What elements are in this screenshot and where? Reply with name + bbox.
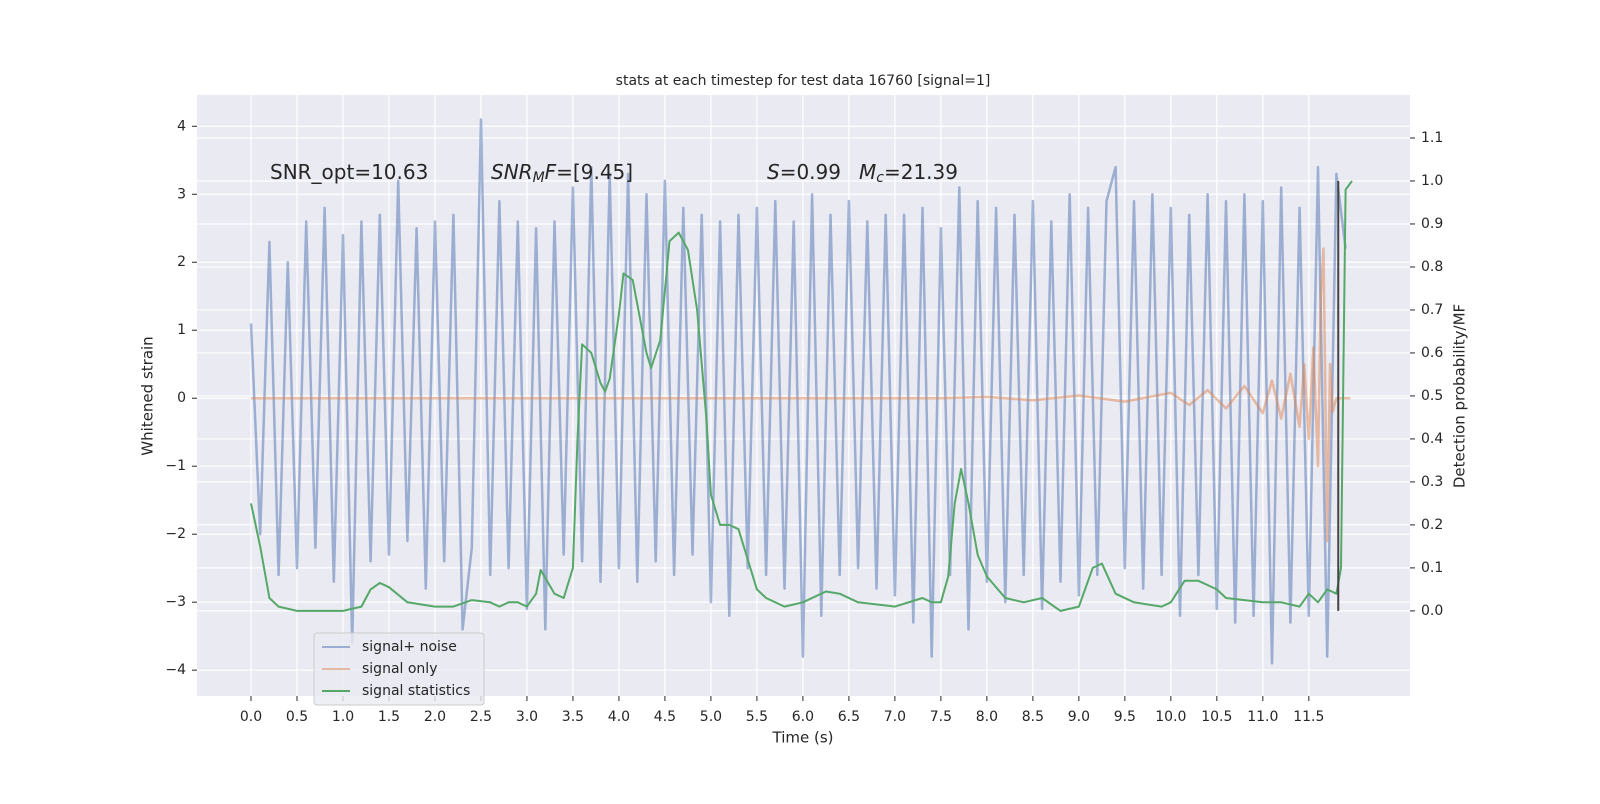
x-tick-label: 1.0 [332, 709, 354, 725]
y2-tick-label: 1.0 [1421, 173, 1443, 189]
x-tick-label: 6.5 [838, 709, 860, 725]
x-tick-label: 3.0 [516, 709, 538, 725]
y2-axis-label: Detection probability/MF [1451, 304, 1469, 488]
x-tick-label: 2.5 [470, 709, 492, 725]
x-tick-label: 4.0 [608, 709, 630, 725]
y2-tick-label: 0.8 [1421, 259, 1443, 275]
series-line [250, 180, 1353, 612]
annotation-part: M [859, 160, 876, 184]
y-tick-label: −2 [165, 526, 186, 542]
y-tick-label: 0 [177, 390, 186, 406]
x-tick-label: 5.0 [700, 709, 722, 725]
x-tick-label: 1.5 [378, 709, 400, 725]
x-tick-label: 5.5 [746, 709, 768, 725]
x-tick-label: 8.5 [1022, 709, 1044, 725]
x-tick-label: 3.5 [562, 709, 584, 725]
annotation-part: SNR_opt=10.63 [270, 160, 428, 184]
annotation: S=0.99 [767, 160, 841, 184]
y2-tick-label: 0.3 [1421, 474, 1443, 490]
legend-box [313, 632, 485, 706]
series-line [249, 118, 1347, 665]
y-tick-label: 2 [177, 254, 186, 270]
x-tick-label: 7.5 [930, 709, 952, 725]
y-tick-label: −1 [165, 458, 186, 474]
y2-tick-label: 0.0 [1421, 603, 1443, 619]
legend-label: signal only [362, 661, 437, 677]
annotation: Mc=21.39 [859, 160, 958, 187]
x-axis-label: Time (s) [772, 729, 834, 747]
x-tick-label: 10.5 [1201, 709, 1232, 725]
annotation-part: =0.99 [780, 160, 841, 184]
series-line [251, 247, 1351, 543]
annotation-part: F [545, 160, 557, 184]
annotation-part: c [876, 170, 884, 186]
y-tick-label: 1 [177, 322, 186, 338]
y2-tick-label: 1.1 [1421, 130, 1443, 146]
annotation-part: =21.39 [884, 160, 958, 184]
x-tick-label: 8.0 [976, 709, 998, 725]
y2-tick-label: 0.4 [1421, 431, 1443, 447]
x-tick-label: 9.0 [1068, 709, 1090, 725]
legend-label: signal+ noise [362, 639, 457, 655]
y2-tick-label: 0.6 [1421, 345, 1443, 361]
annotation-part: M [533, 170, 545, 186]
legend-label: signal statistics [362, 683, 470, 699]
y-axis-label: Whitened strain [139, 336, 157, 455]
x-tick-label: 11.5 [1293, 709, 1324, 725]
annotation-part: =[9.45] [556, 160, 633, 184]
x-tick-label: 0.0 [240, 709, 262, 725]
y-tick-label: 4 [177, 118, 186, 134]
chart-title: stats at each timestep for test data 167… [616, 73, 991, 89]
x-tick-label: 10.0 [1155, 709, 1186, 725]
x-tick-label: 4.5 [654, 709, 676, 725]
y2-tick-label: 0.2 [1421, 517, 1443, 533]
y2-tick-label: 0.7 [1421, 302, 1443, 318]
x-tick-label: 6.0 [792, 709, 814, 725]
x-tick-label: 11.0 [1247, 709, 1278, 725]
y-tick-label: −4 [165, 662, 186, 678]
x-tick-label: 7.0 [884, 709, 906, 725]
x-tick-label: 9.5 [1114, 709, 1136, 725]
annotation: SNRMF=[9.45] [491, 160, 633, 187]
x-tick-label: 0.5 [286, 709, 308, 725]
annotation-part: S [767, 160, 780, 184]
annotation: SNR_opt=10.63 [270, 160, 428, 184]
annotation-part: SNR [491, 160, 533, 184]
y2-tick-label: 0.5 [1421, 388, 1443, 404]
y-tick-label: −3 [165, 594, 186, 610]
y-tick-label: 3 [177, 186, 186, 202]
x-tick-label: 2.0 [424, 709, 446, 725]
y2-tick-label: 0.1 [1421, 560, 1443, 576]
y2-tick-label: 0.9 [1421, 216, 1443, 232]
